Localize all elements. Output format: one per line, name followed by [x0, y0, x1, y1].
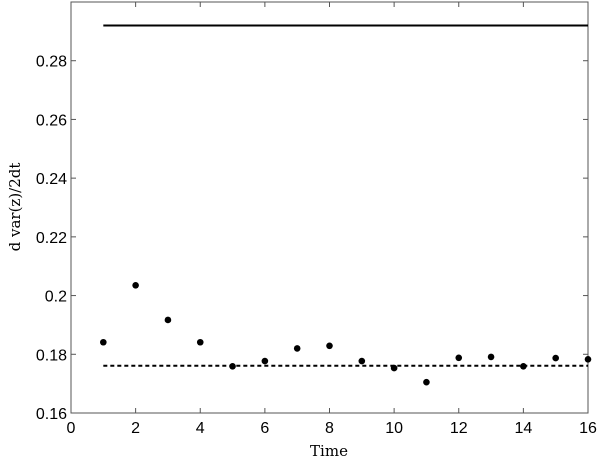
data-point [132, 281, 139, 289]
y-tick-label: 0.22 [36, 230, 67, 247]
x-ticks: 0 2 4 6 8 10 12 14 16 [67, 2, 597, 437]
data-point [326, 342, 333, 350]
data-point [164, 316, 172, 324]
y-ticks: 0.16 0.18 0.2 0.22 0.24 0.26 0.28 [36, 54, 588, 423]
y-tick-label: 0.24 [36, 171, 67, 188]
data-point [229, 363, 236, 370]
x-tick-label: 6 [260, 420, 269, 437]
data-point [520, 363, 527, 370]
x-tick-label: 16 [579, 420, 597, 437]
x-tick-label: 4 [196, 420, 205, 437]
data-point [487, 353, 495, 361]
x-tick-label: 8 [325, 420, 334, 437]
data-point [196, 338, 204, 346]
y-tick-label: 0.28 [36, 54, 67, 71]
data-point [584, 355, 592, 363]
data-point [390, 364, 398, 372]
data-point [552, 354, 559, 362]
x-tick-label: 0 [67, 420, 76, 437]
data-point [358, 357, 366, 365]
x-tick-label: 10 [385, 420, 403, 437]
y-axis-label: d var(z)/2dt [6, 163, 24, 252]
reference-lines [103, 24, 588, 367]
data-point [423, 378, 430, 386]
y-tick-label: 0.2 [45, 289, 67, 306]
x-axis-label: Time [310, 442, 348, 460]
data-point [293, 345, 301, 352]
x-tick-label: 14 [514, 420, 532, 437]
y-tick-label: 0.16 [36, 406, 67, 423]
data-point [100, 338, 107, 346]
x-tick-label: 2 [131, 420, 140, 437]
y-tick-label: 0.26 [36, 112, 67, 129]
y-tick-label: 0.18 [36, 347, 67, 364]
data-point [261, 357, 269, 365]
plot-frame [70, 1, 589, 414]
x-tick-label: 12 [450, 420, 468, 437]
data-point [455, 354, 463, 362]
data-points [100, 281, 592, 386]
